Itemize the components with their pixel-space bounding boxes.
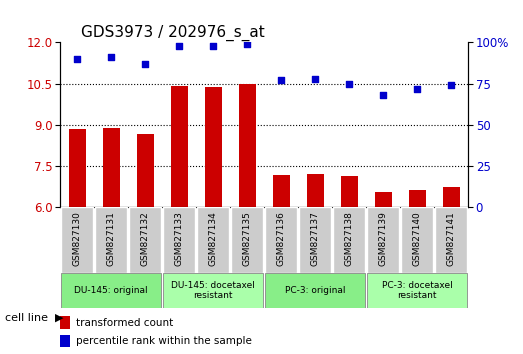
Text: GSM827140: GSM827140	[413, 211, 422, 266]
Bar	[340, 176, 358, 207]
Bar	[60, 316, 70, 329]
Bar	[265, 207, 298, 273]
Point	[311, 76, 320, 81]
Text: PC-3: original: PC-3: original	[285, 286, 345, 295]
Bar	[231, 207, 264, 273]
Text: GSM827139: GSM827139	[379, 211, 388, 266]
Bar	[170, 86, 188, 207]
Point	[209, 43, 218, 48]
Bar	[197, 207, 230, 273]
Bar	[442, 187, 460, 207]
Bar	[61, 207, 94, 273]
Text: DU-145: docetaxel
resistant: DU-145: docetaxel resistant	[171, 281, 255, 300]
Bar	[103, 128, 120, 207]
Text: GSM827130: GSM827130	[73, 211, 82, 266]
Bar	[299, 207, 332, 273]
Text: cell line  ▶: cell line ▶	[5, 313, 64, 322]
Bar	[272, 175, 290, 207]
Text: GSM827138: GSM827138	[345, 211, 354, 266]
Point	[413, 86, 422, 91]
Bar	[163, 207, 196, 273]
Text: PC-3: docetaxel
resistant: PC-3: docetaxel resistant	[382, 281, 452, 300]
Point	[73, 56, 82, 62]
Text: GSM827141: GSM827141	[447, 211, 456, 266]
Bar	[129, 207, 162, 273]
Point	[379, 92, 388, 98]
Bar	[61, 273, 162, 308]
Text: GSM827131: GSM827131	[107, 211, 116, 266]
Text: transformed count: transformed count	[76, 318, 173, 327]
Bar	[333, 207, 366, 273]
Point	[345, 81, 354, 86]
Bar	[265, 273, 366, 308]
Text: GSM827135: GSM827135	[243, 211, 252, 266]
Point	[141, 61, 150, 67]
Bar	[137, 133, 154, 207]
Point	[447, 82, 456, 88]
Bar	[401, 207, 434, 273]
Text: GSM827133: GSM827133	[175, 211, 184, 266]
Bar	[306, 174, 324, 207]
Text: GSM827132: GSM827132	[141, 211, 150, 266]
Bar	[435, 207, 468, 273]
Bar	[69, 129, 86, 207]
Text: percentile rank within the sample: percentile rank within the sample	[76, 336, 252, 346]
Point	[277, 78, 286, 83]
Text: GDS3973 / 202976_s_at: GDS3973 / 202976_s_at	[81, 25, 264, 41]
Text: GSM827134: GSM827134	[209, 211, 218, 266]
Point	[107, 55, 116, 60]
Bar	[163, 273, 264, 308]
Text: DU-145: original: DU-145: original	[74, 286, 148, 295]
Bar	[367, 273, 468, 308]
Bar	[238, 84, 256, 207]
Bar	[204, 87, 222, 207]
Point	[175, 43, 184, 48]
Bar	[408, 190, 426, 207]
Text: GSM827136: GSM827136	[277, 211, 286, 266]
Bar	[60, 335, 70, 347]
Bar	[367, 207, 400, 273]
Text: GSM827137: GSM827137	[311, 211, 320, 266]
Point	[243, 41, 252, 47]
Bar	[374, 192, 392, 207]
Bar	[95, 207, 128, 273]
